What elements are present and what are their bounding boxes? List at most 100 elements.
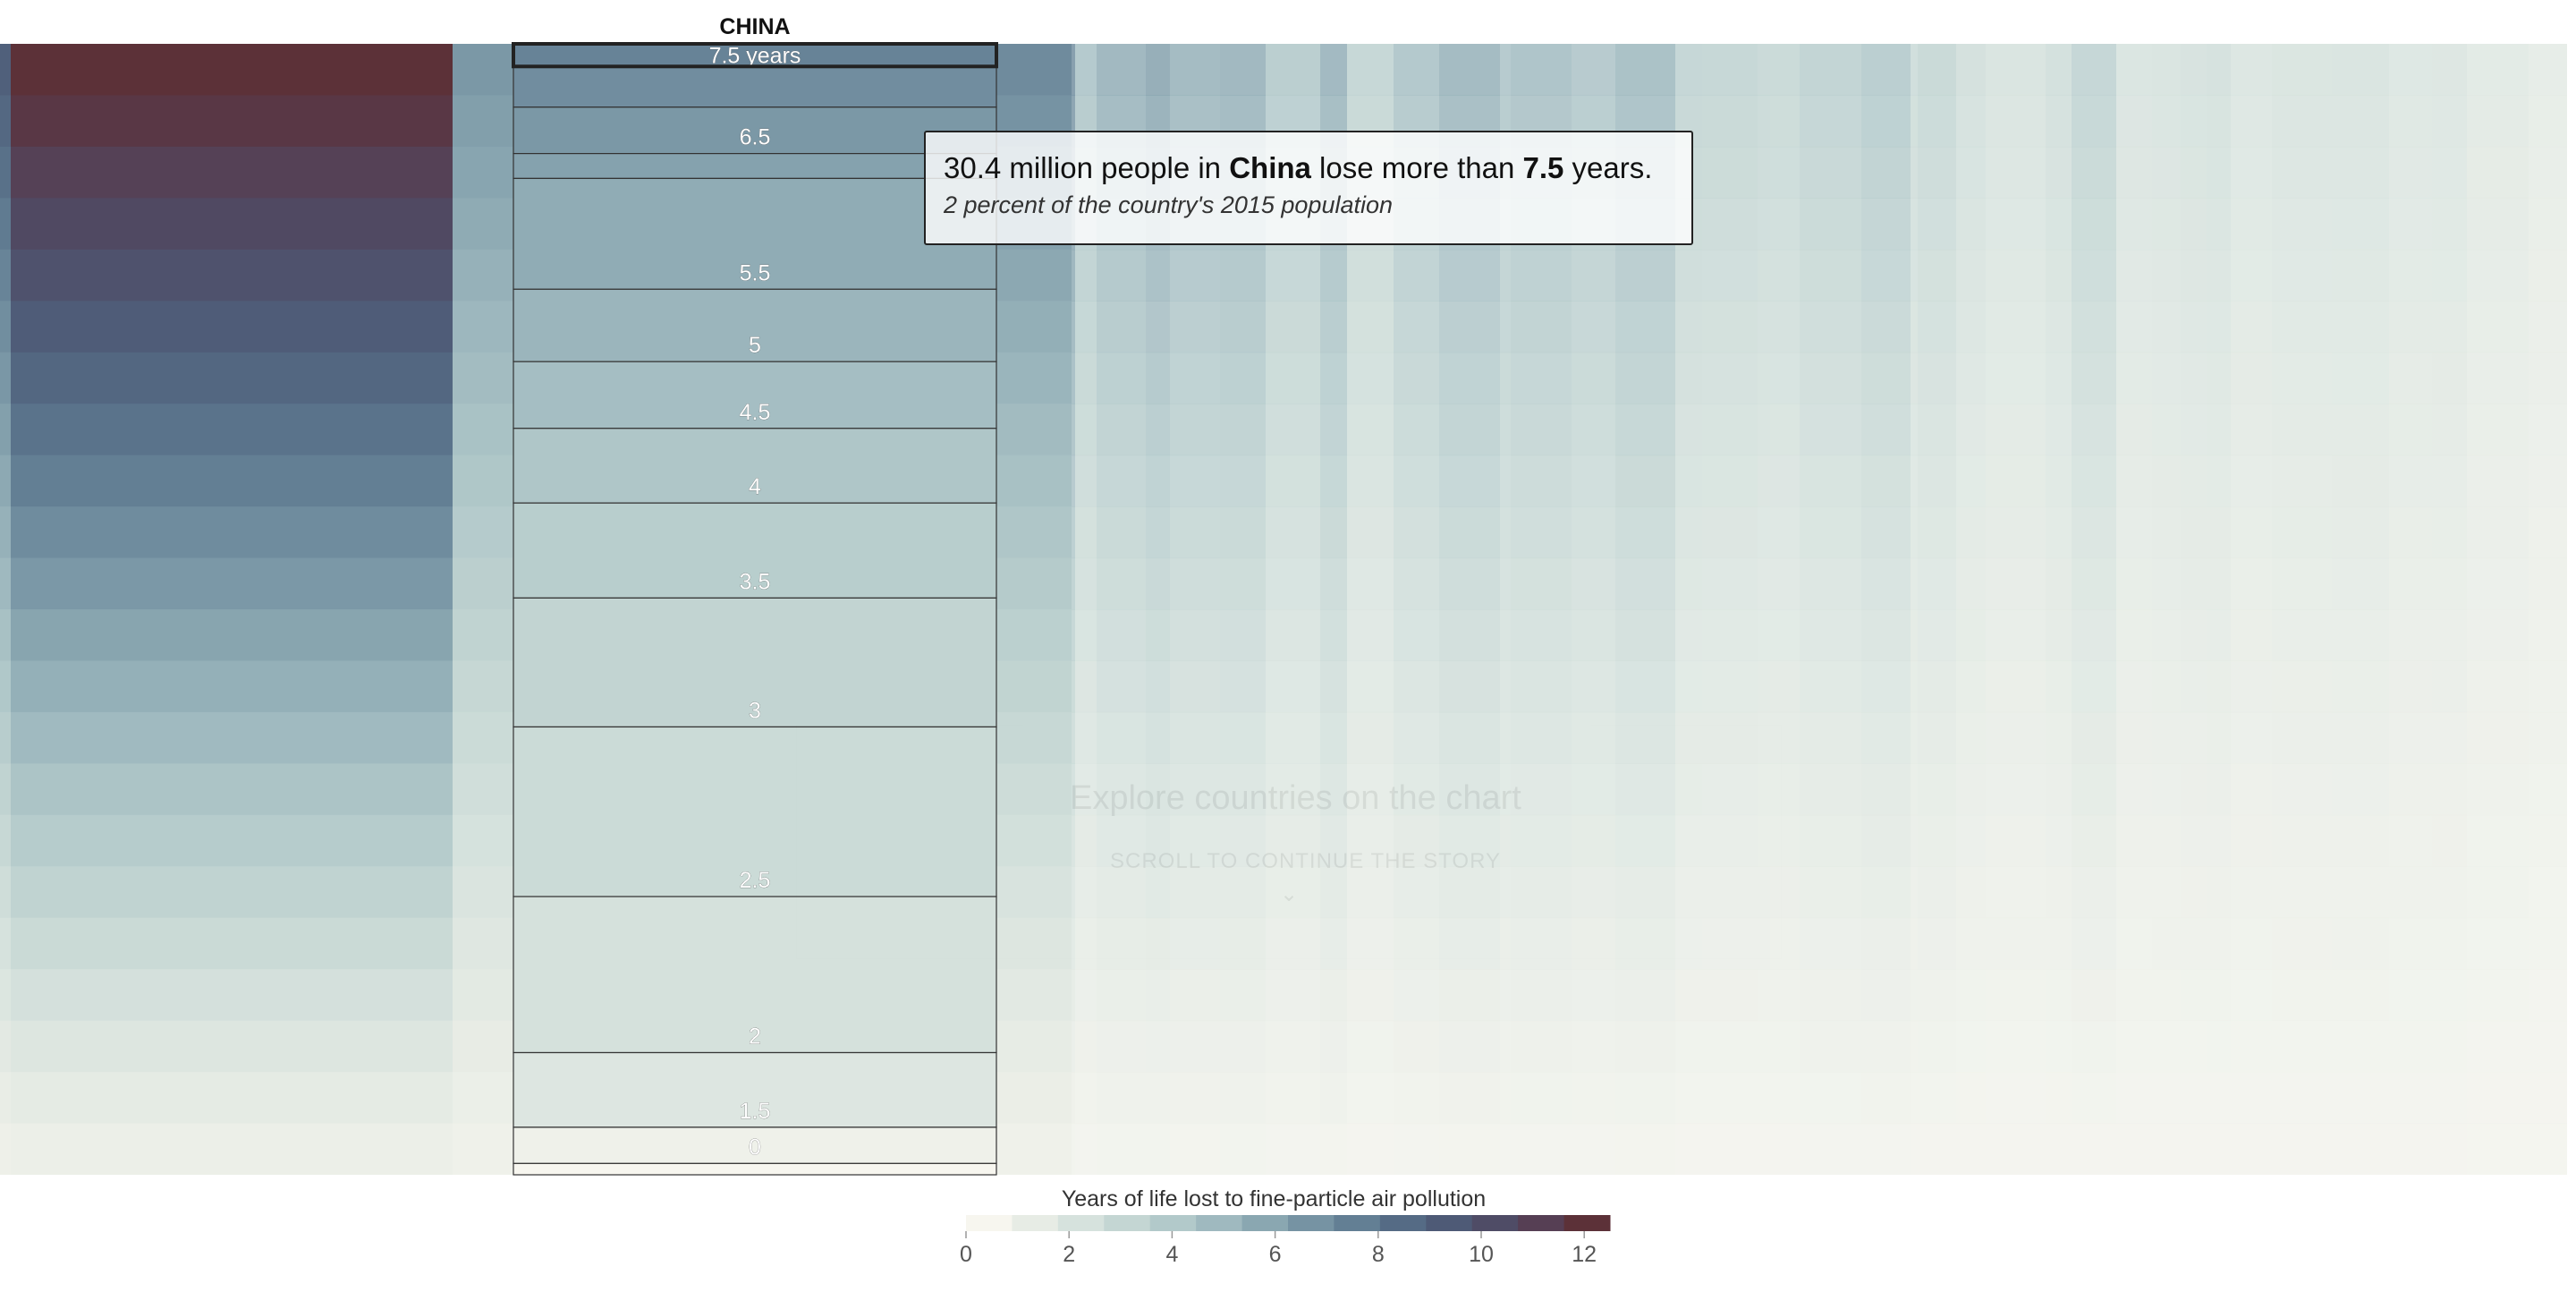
china-column[interactable]: 7.5 years 6.5 5.5 5 4.5 4 3.5 3 2.5 2 1.5 0 xyxy=(512,42,998,1176)
country-column xyxy=(11,1072,453,1125)
legend-swatch xyxy=(1288,1215,1335,1231)
country-column xyxy=(2272,917,2332,970)
country-column xyxy=(2432,1072,2467,1125)
country-column xyxy=(1918,866,1956,919)
country-column xyxy=(996,301,1072,353)
country-column xyxy=(1347,1072,1394,1125)
china-band[interactable] xyxy=(513,288,997,362)
country-column xyxy=(1347,711,1394,764)
country-column xyxy=(1511,404,1572,456)
country-column xyxy=(1097,301,1146,353)
country-column xyxy=(2046,917,2072,970)
china-band[interactable] xyxy=(513,597,997,728)
country-column xyxy=(1986,506,2046,559)
country-column xyxy=(2432,95,2467,148)
country-column xyxy=(1072,95,1075,148)
china-band[interactable] xyxy=(513,428,997,504)
legend-swatch xyxy=(1518,1215,1565,1231)
country-column xyxy=(2046,44,2072,97)
country-column xyxy=(2529,969,2567,1022)
country-column xyxy=(1394,404,1439,456)
china-band[interactable] xyxy=(513,65,997,108)
country-column xyxy=(2116,917,2152,970)
country-column xyxy=(2389,1072,2432,1125)
tooltip-text: lose more than xyxy=(1310,151,1523,184)
china-band[interactable] xyxy=(513,177,997,290)
country-column xyxy=(2467,814,2529,867)
country-column xyxy=(1394,711,1439,764)
country-column xyxy=(2432,917,2467,970)
country-column xyxy=(11,506,453,559)
country-column xyxy=(1146,609,1170,662)
country-column xyxy=(1918,249,1956,302)
scroll-prompt[interactable]: SCROLL TO CONTINUE THE STORY xyxy=(1110,849,1501,873)
country-column xyxy=(1220,557,1266,610)
country-column xyxy=(2072,711,2116,764)
country-column xyxy=(1800,352,1861,404)
country-column xyxy=(1500,917,1511,970)
country-column xyxy=(1956,763,1986,816)
country-column xyxy=(2332,404,2389,456)
country-column xyxy=(2152,404,2181,456)
china-band[interactable] xyxy=(513,726,997,897)
country-column xyxy=(1800,609,1861,662)
country-column xyxy=(11,455,453,507)
country-column xyxy=(2116,1123,2152,1176)
country-column xyxy=(2272,404,2332,456)
china-band[interactable] xyxy=(513,1126,997,1164)
country-column xyxy=(453,95,513,148)
country-column xyxy=(1918,1072,1956,1125)
china-band[interactable] xyxy=(513,153,997,180)
country-column xyxy=(1220,866,1266,919)
china-band[interactable] xyxy=(513,1051,997,1128)
country-column xyxy=(1702,866,1758,919)
country-column xyxy=(1702,506,1758,559)
country-column xyxy=(0,198,11,251)
country-column xyxy=(2432,44,2467,97)
country-column xyxy=(2432,660,2467,713)
country-column xyxy=(1770,404,1800,456)
country-column xyxy=(1572,1123,1615,1176)
country-column xyxy=(1702,198,1758,251)
country-column xyxy=(2467,1123,2529,1176)
country-column xyxy=(2272,1020,2332,1073)
country-column xyxy=(2207,814,2231,867)
country-column xyxy=(2116,352,2152,404)
country-column xyxy=(1439,352,1500,404)
country-column xyxy=(996,506,1072,559)
country-column xyxy=(1146,1072,1170,1125)
china-band[interactable] xyxy=(513,896,997,1054)
country-column xyxy=(1770,198,1800,251)
country-column xyxy=(1956,506,1986,559)
china-band[interactable] xyxy=(513,1162,997,1176)
country-column xyxy=(2467,917,2529,970)
country-column xyxy=(1394,301,1439,353)
country-column xyxy=(1986,814,2046,867)
country-column xyxy=(1075,301,1097,353)
country-column xyxy=(1675,1072,1702,1125)
country-column xyxy=(1615,455,1675,507)
country-column xyxy=(2467,455,2529,507)
country-column xyxy=(2529,660,2567,713)
country-column xyxy=(453,44,513,97)
legend-swatch xyxy=(1196,1215,1243,1231)
country-column xyxy=(1770,455,1800,507)
country-column xyxy=(2181,1123,2207,1176)
country-column xyxy=(2389,763,2432,816)
country-column xyxy=(11,198,453,251)
country-column xyxy=(2116,763,2152,816)
country-column xyxy=(2152,249,2181,302)
china-band[interactable] xyxy=(513,361,997,429)
country-column xyxy=(1572,404,1615,456)
country-column xyxy=(1986,917,2046,970)
country-column xyxy=(1072,352,1075,404)
country-column xyxy=(2046,95,2072,148)
country-column xyxy=(1861,917,1911,970)
china-band[interactable] xyxy=(513,106,997,155)
country-column xyxy=(1800,917,1861,970)
country-column xyxy=(2116,711,2152,764)
country-column xyxy=(2181,404,2207,456)
country-column xyxy=(2181,506,2207,559)
china-band[interactable] xyxy=(513,502,997,599)
country-column xyxy=(1072,711,1075,764)
